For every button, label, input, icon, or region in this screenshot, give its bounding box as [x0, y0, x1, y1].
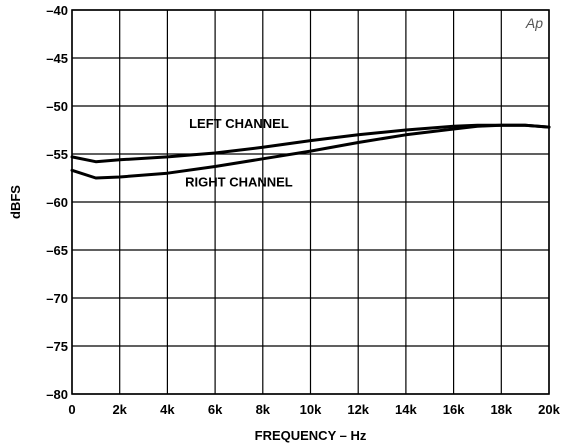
- x-tick-label: 10k: [300, 402, 322, 417]
- y-tick-label: –80: [46, 387, 68, 402]
- grid: [71, 9, 550, 395]
- x-tick-label: 6k: [208, 402, 223, 417]
- plot-frame: [71, 9, 550, 395]
- ap-logo-badge: Ap: [525, 15, 543, 31]
- annotation-right-channel: RIGHT CHANNEL: [185, 175, 293, 190]
- x-tick-label: 0: [68, 402, 75, 417]
- y-tick-labels: –40 –45 –50 –55 –60 –65 –70 –75 –80: [46, 3, 68, 402]
- x-tick-label: 14k: [395, 402, 417, 417]
- x-tick-label: 4k: [160, 402, 175, 417]
- y-tick-label: –45: [46, 51, 68, 66]
- x-axis-title: FREQUENCY – Hz: [255, 428, 367, 443]
- x-tick-label: 18k: [490, 402, 512, 417]
- y-tick-label: –65: [46, 243, 68, 258]
- y-tick-label: –55: [46, 147, 68, 162]
- x-tick-label: 8k: [256, 402, 271, 417]
- annotations: LEFT CHANNEL RIGHT CHANNEL: [185, 116, 293, 190]
- x-tick-label: 16k: [443, 402, 465, 417]
- y-axis-title: dBFS: [8, 185, 23, 219]
- y-tick-label: –40: [46, 3, 68, 18]
- annotation-left-channel: LEFT CHANNEL: [189, 116, 289, 131]
- series-line-right-channel: [70, 123, 551, 180]
- x-tick-label: 2k: [112, 402, 127, 417]
- x-tick-label: 12k: [347, 402, 369, 417]
- series-layer: [70, 123, 551, 180]
- y-tick-label: –75: [46, 339, 68, 354]
- y-tick-label: –60: [46, 195, 68, 210]
- x-tick-labels: 0 2k 4k 6k 8k 10k 12k 14k 16k 18k 20k: [68, 402, 560, 417]
- y-tick-label: –70: [46, 291, 68, 306]
- x-tick-label: 20k: [538, 402, 560, 417]
- y-tick-label: –50: [46, 99, 68, 114]
